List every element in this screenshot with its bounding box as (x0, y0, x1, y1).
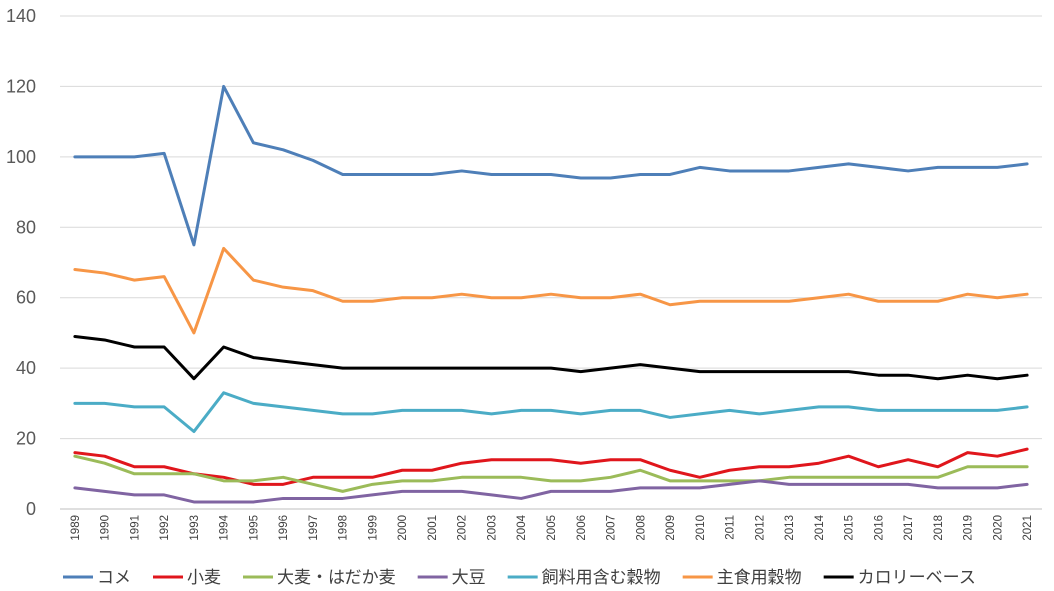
x-tick-label: 2015 (844, 515, 856, 541)
legend-label: 大豆 (452, 568, 486, 588)
y-tick-label: 120 (6, 76, 36, 96)
x-tick-label: 1989 (70, 515, 82, 541)
x-tick-label: 2000 (397, 515, 409, 541)
y-tick-label: 100 (6, 147, 36, 167)
legend-item-0: コメ (63, 568, 131, 588)
series-lines (73, 84, 1029, 504)
x-tick-label: 2001 (427, 515, 439, 541)
legend-item-5: 主食用穀物 (682, 568, 802, 588)
legend-label: 飼料用含む穀物 (542, 568, 661, 588)
legend-label: コメ (97, 568, 131, 588)
x-tick-label: 2013 (784, 515, 796, 541)
series-line-5 (73, 246, 1029, 335)
x-axis: 1989 1990 1991 1992 1993 1994 1995 1996 1997 1998… (60, 508, 1042, 541)
legend-label: 大麦・はだか麦 (277, 568, 396, 588)
x-tick-label: 1995 (248, 515, 260, 541)
x-tick-label: 2004 (516, 514, 528, 540)
x-tick-label: 2019 (963, 515, 975, 541)
x-tick-label: 2006 (576, 515, 588, 541)
x-tick-label: 1993 (189, 515, 201, 541)
x-tick-label: 2021 (1022, 515, 1034, 541)
x-tick-label: 1990 (100, 515, 112, 541)
y-axis: 0 20 40 60 80 100 120 140 (6, 6, 36, 519)
legend-item-1: 小麦 (153, 568, 221, 588)
legend: コメ 小麦 大麦・はだか麦 大豆 飼料用含む穀物 主食用穀物 カロリーベース (63, 568, 976, 588)
y-tick-label: 40 (16, 358, 36, 378)
legend-label: カロリーベース (858, 568, 976, 588)
legend-item-3: 大豆 (417, 568, 486, 588)
series-line-4 (73, 391, 1029, 434)
legend-label: 小麦 (187, 568, 221, 588)
x-tick-label: 2014 (814, 514, 826, 540)
x-tick-label: 2020 (992, 515, 1004, 541)
x-tick-label: 2008 (635, 515, 647, 541)
x-tick-label: 2009 (665, 515, 677, 541)
x-tick-label: 1999 (367, 515, 379, 541)
series-line-3 (73, 479, 1029, 504)
series-line-0 (73, 84, 1029, 247)
x-tick-label: 2007 (606, 515, 618, 541)
x-tick-label: 2017 (903, 515, 915, 541)
y-tick-label: 60 (16, 288, 36, 308)
x-tick-label: 1992 (159, 515, 171, 541)
x-tick-label: 2012 (754, 515, 766, 541)
series-line-6 (73, 334, 1029, 381)
x-tick-label: 2005 (546, 515, 558, 541)
legend-item-2: 大麦・はだか麦 (243, 568, 396, 588)
y-tick-label: 20 (16, 429, 36, 449)
x-tick-label: 2018 (933, 515, 945, 541)
x-tick-label: 1991 (129, 515, 141, 541)
series-line-2 (73, 454, 1029, 493)
x-tick-label: 2002 (457, 515, 469, 541)
x-tick-label: 1998 (338, 515, 350, 541)
x-tick-label: 2010 (695, 515, 707, 541)
y-tick-label: 0 (26, 499, 36, 519)
x-tick-label: 1997 (308, 515, 320, 541)
legend-label: 主食用穀物 (717, 568, 802, 588)
x-tick-label: 1994 (219, 514, 231, 540)
legend-item-6: カロリーベース (823, 568, 976, 588)
x-tick-label: 2016 (873, 515, 885, 541)
legend-item-4: 飼料用含む穀物 (507, 568, 661, 588)
y-tick-label: 80 (16, 217, 36, 237)
x-tick-label: 2011 (725, 515, 737, 540)
x-tick-label: 2003 (486, 515, 498, 541)
x-tick-label: 1996 (278, 515, 290, 541)
y-tick-label: 140 (6, 6, 36, 26)
